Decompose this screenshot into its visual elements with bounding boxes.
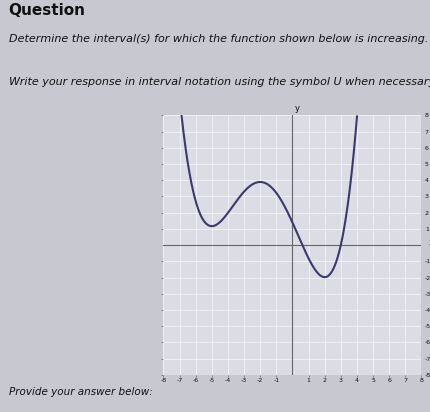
Text: Determine the interval(s) for which the function shown below is increasing.: Determine the interval(s) for which the …	[9, 34, 428, 44]
Text: Question: Question	[9, 3, 86, 18]
Text: x: x	[429, 238, 430, 247]
Text: Provide your answer below:: Provide your answer below:	[9, 387, 152, 397]
Text: Write your response in interval notation using the symbol U when necessary.: Write your response in interval notation…	[9, 77, 430, 87]
Text: y: y	[295, 104, 300, 113]
